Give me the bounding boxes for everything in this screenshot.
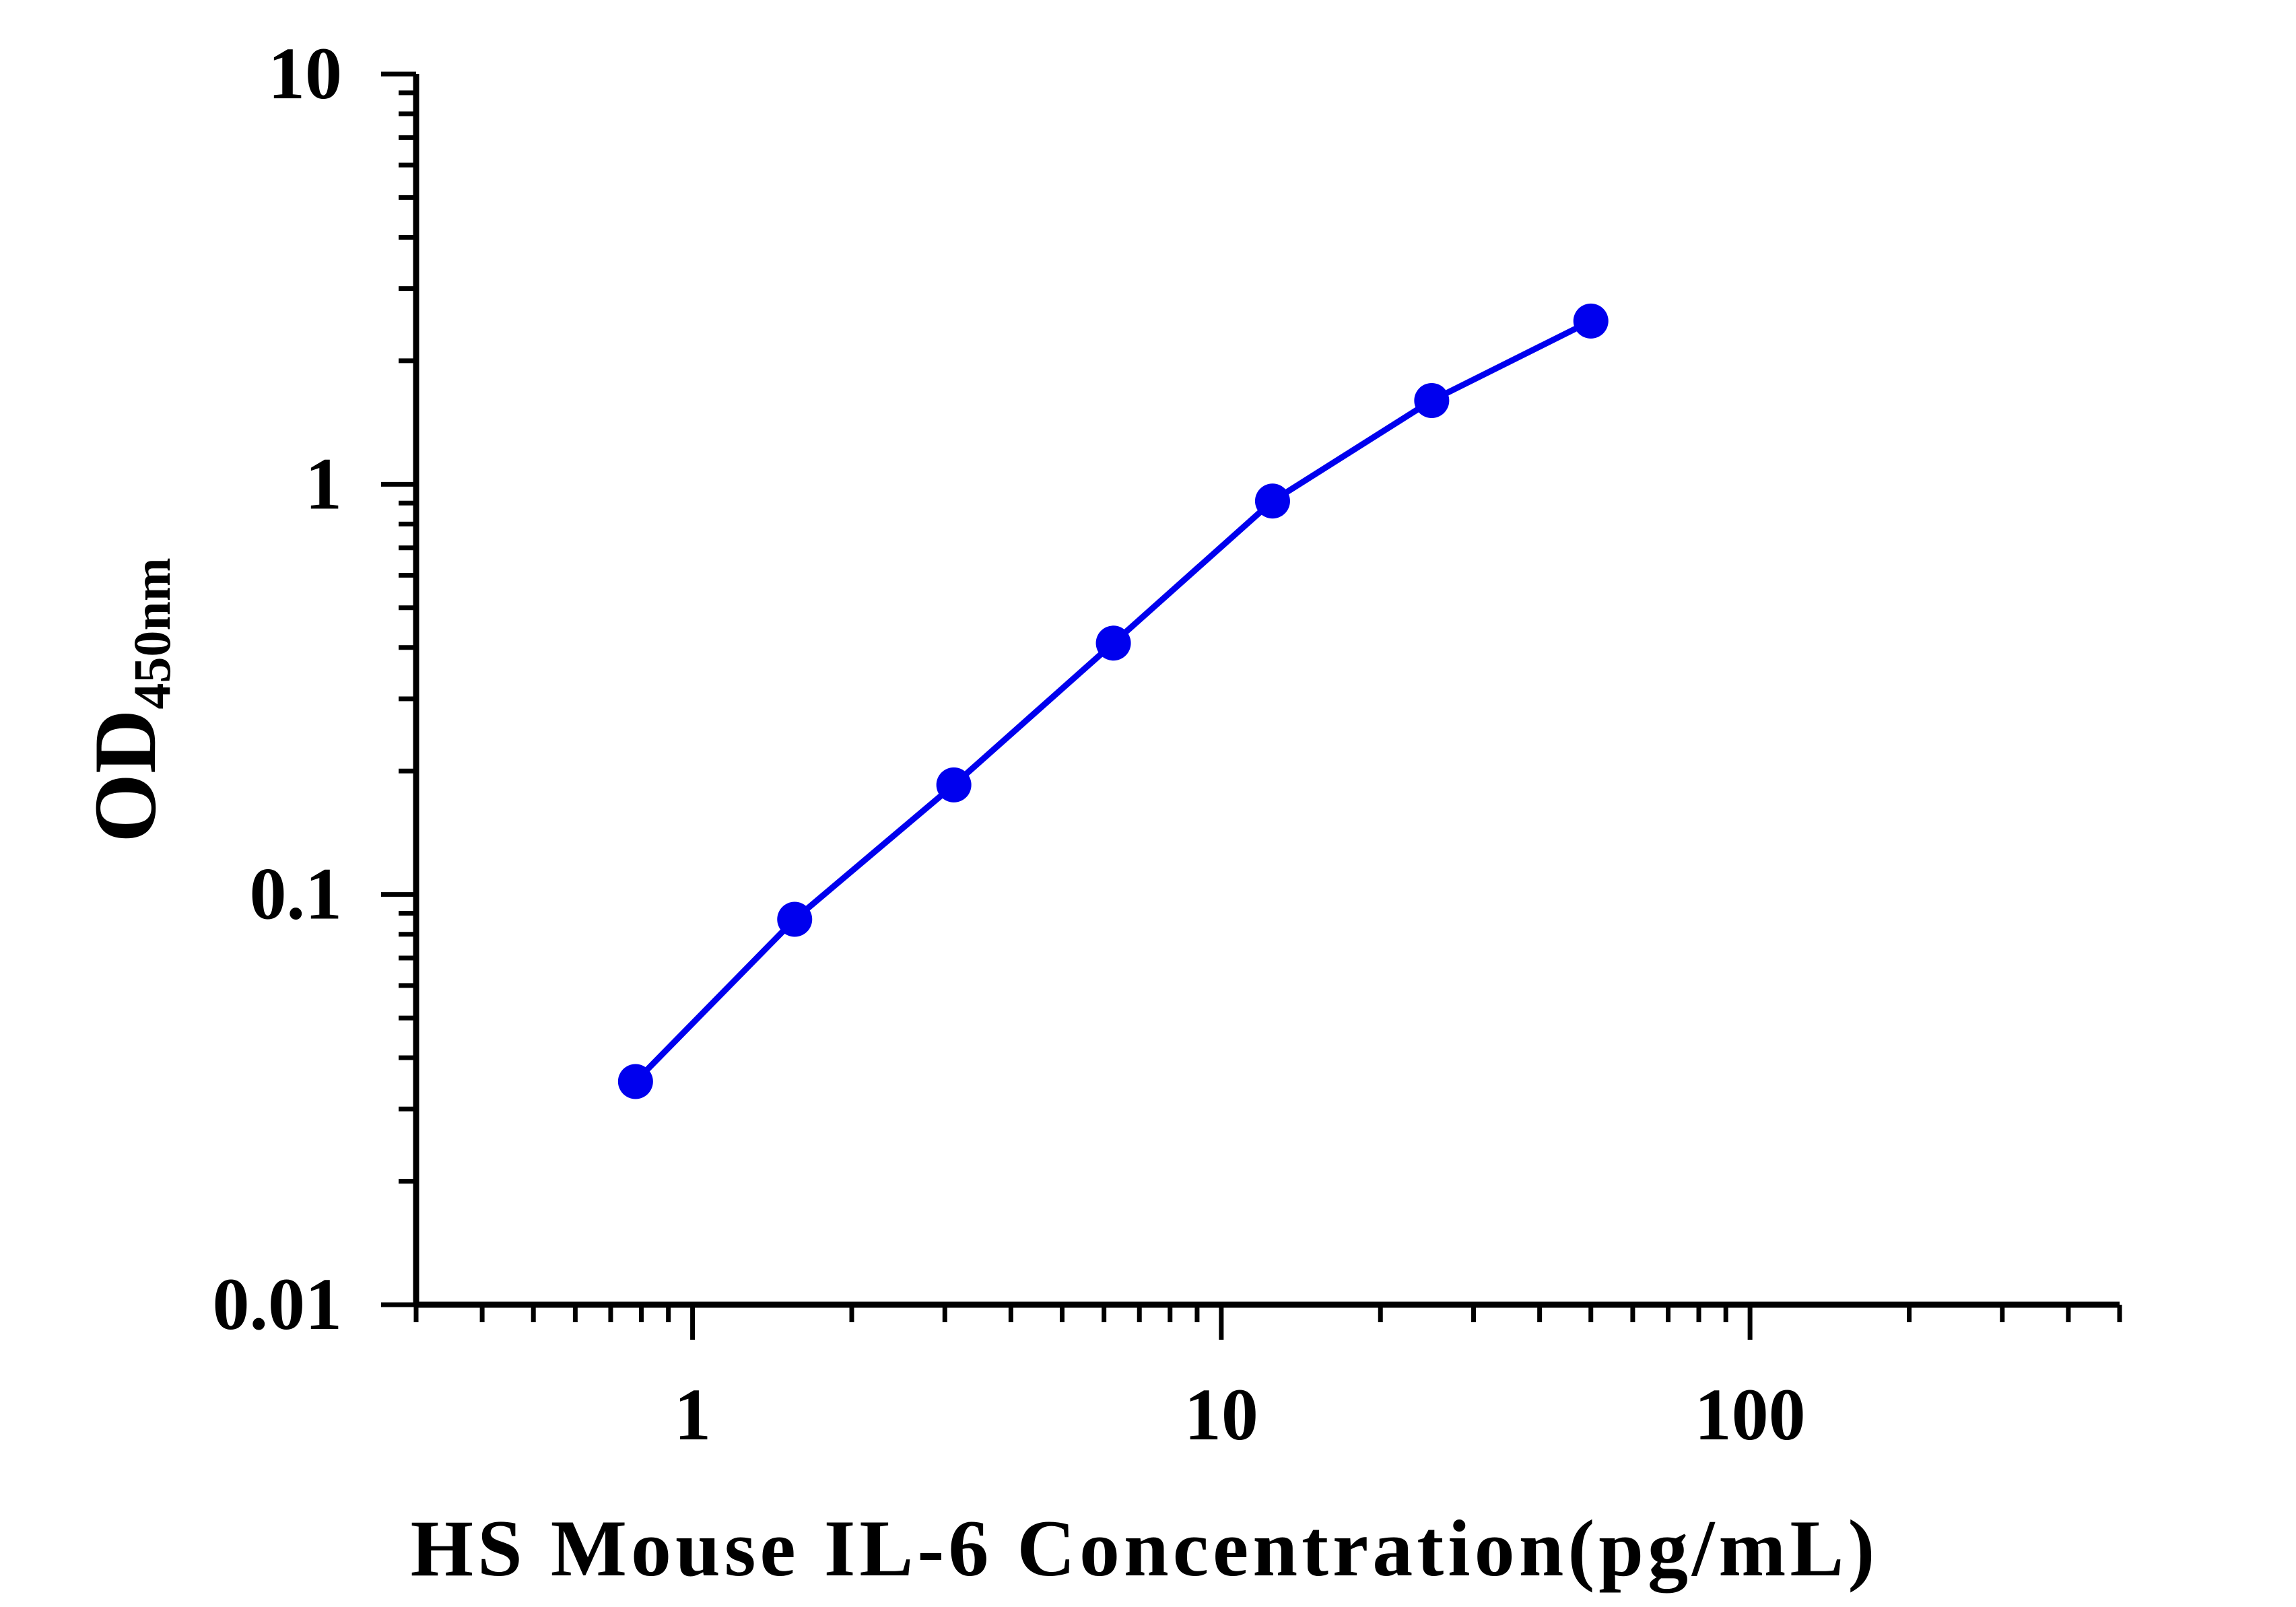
data-point xyxy=(1095,625,1131,661)
y-tick-label: 0.1 xyxy=(250,853,343,935)
data-point xyxy=(1573,303,1609,339)
x-axis-label: HS Mouse IL-6 Concentration(pg/mL) xyxy=(411,1503,1879,1594)
series xyxy=(617,303,1609,1099)
axis-labels: HS Mouse IL-6 Concentration(pg/mL) OD450… xyxy=(75,557,1879,1594)
data-point xyxy=(777,901,813,937)
data-point xyxy=(1414,382,1450,418)
data-point xyxy=(617,1064,653,1099)
x-tick-label: 10 xyxy=(1184,1373,1258,1456)
y-tick-label: 10 xyxy=(268,32,342,114)
y-axis-label-subscript: 450nm xyxy=(123,557,181,709)
x-tick-label: 100 xyxy=(1695,1373,1806,1456)
y-tick-label: 0.01 xyxy=(213,1263,343,1345)
y-axis-label: OD450nm xyxy=(75,557,181,842)
axes xyxy=(413,74,2120,1308)
ticks: 0.01 0.1 1 10 1 10 100 xyxy=(213,32,2122,1456)
series-line xyxy=(633,318,1592,1084)
data-point xyxy=(936,767,972,802)
y-axis-label-main: OD xyxy=(75,710,174,843)
data-point xyxy=(1254,483,1290,519)
x-tick-label: 1 xyxy=(674,1373,711,1456)
y-tick-label: 1 xyxy=(305,442,342,524)
